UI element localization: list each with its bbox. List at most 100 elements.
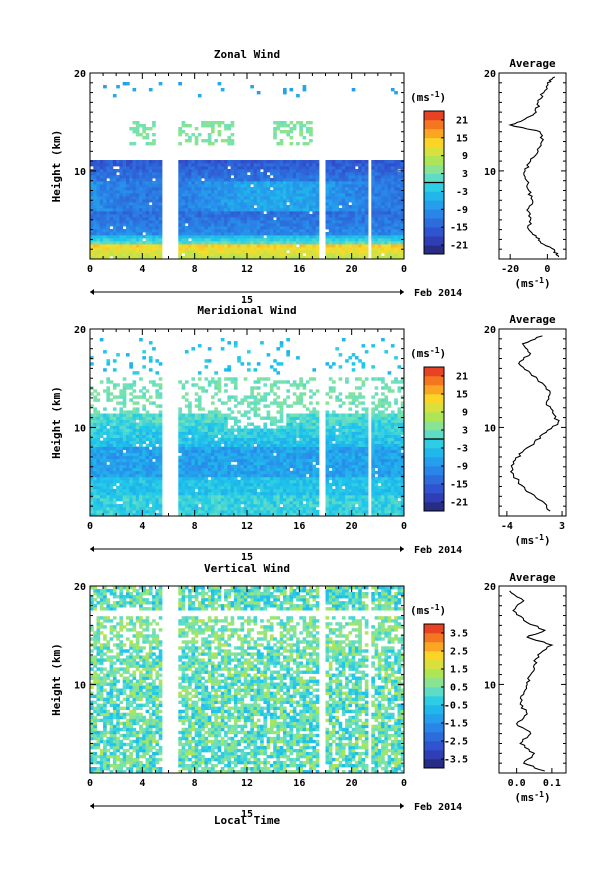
heatmap-cell bbox=[253, 166, 258, 170]
heatmap-cell bbox=[132, 479, 137, 484]
heatmap-cell bbox=[126, 184, 130, 188]
heatmap-cell bbox=[230, 410, 235, 414]
heatmap-cell bbox=[390, 229, 395, 233]
heatmap-cell bbox=[152, 238, 156, 242]
heatmap-cell bbox=[155, 359, 160, 363]
heatmap-cell bbox=[328, 187, 333, 191]
heatmap-cell bbox=[214, 160, 218, 164]
heatmap-cell bbox=[348, 256, 353, 260]
heatmap-cell bbox=[243, 220, 248, 224]
heatmap-cell bbox=[132, 208, 137, 212]
heatmap-cell bbox=[250, 244, 254, 248]
heatmap-cell bbox=[148, 341, 153, 345]
heatmap-cell bbox=[371, 169, 375, 173]
heatmap-cell bbox=[247, 199, 251, 203]
heatmap-cell bbox=[158, 214, 163, 218]
heatmap-cell bbox=[135, 407, 140, 411]
heatmap-cell bbox=[181, 461, 186, 466]
heatmap-cell bbox=[217, 190, 222, 194]
heatmap-cell bbox=[289, 241, 294, 245]
heatmap-cell bbox=[263, 181, 268, 185]
heatmap-cell bbox=[204, 458, 209, 463]
heatmap-cell bbox=[201, 467, 205, 472]
heatmap-cell bbox=[103, 229, 107, 233]
heatmap-cell bbox=[122, 491, 127, 496]
heatmap-cell bbox=[256, 434, 261, 439]
heatmap-cell bbox=[148, 190, 153, 194]
heatmap-cell bbox=[148, 187, 153, 191]
heatmap-cell bbox=[247, 247, 251, 251]
heatmap-cell bbox=[358, 247, 362, 251]
heatmap-cell bbox=[93, 163, 97, 167]
heatmap-cell bbox=[224, 250, 228, 254]
heatmap-cell bbox=[312, 187, 317, 191]
heatmap-cell bbox=[181, 178, 186, 182]
heatmap-cell bbox=[103, 199, 107, 203]
heatmap-cell bbox=[103, 211, 107, 215]
heatmap-cell bbox=[116, 479, 120, 484]
heatmap-cell bbox=[305, 187, 310, 191]
heatmap-cell bbox=[139, 419, 143, 423]
heatmap-cell bbox=[158, 416, 163, 420]
heatmap-cell bbox=[250, 497, 254, 502]
heatmap-cell bbox=[325, 226, 330, 230]
heatmap-cell bbox=[256, 226, 261, 230]
heatmap-cell bbox=[240, 184, 245, 188]
heatmap-cell bbox=[155, 461, 160, 466]
heatmap-cell bbox=[207, 199, 212, 203]
heatmap-cell bbox=[178, 196, 182, 200]
heatmap-cell bbox=[126, 353, 130, 357]
heatmap-cell bbox=[119, 422, 124, 426]
heatmap-cell bbox=[90, 431, 94, 435]
heatmap-cell bbox=[194, 142, 199, 146]
heatmap-cell bbox=[260, 226, 264, 230]
heatmap-cell bbox=[96, 229, 101, 233]
heatmap-cell bbox=[155, 235, 160, 239]
heatmap-cell bbox=[211, 434, 215, 439]
heatmap-cell bbox=[158, 169, 163, 173]
heatmap-cell bbox=[263, 163, 268, 167]
heatmap-cell bbox=[243, 217, 248, 221]
heatmap-cell bbox=[188, 202, 192, 206]
heatmap-cell bbox=[283, 229, 287, 233]
heatmap-cell bbox=[230, 208, 235, 212]
heatmap-cell bbox=[126, 470, 130, 475]
heatmap-cell bbox=[220, 467, 225, 472]
heatmap-cell bbox=[122, 166, 127, 170]
heatmap-cell bbox=[129, 226, 133, 230]
heatmap-cell bbox=[341, 214, 346, 218]
heatmap-cell bbox=[247, 256, 251, 260]
heatmap-cell bbox=[217, 184, 222, 188]
heatmap-cell bbox=[283, 196, 287, 200]
heatmap-cell bbox=[145, 199, 150, 203]
heatmap-cell bbox=[377, 181, 382, 185]
heatmap-cell bbox=[292, 178, 297, 182]
heatmap-cell bbox=[390, 163, 395, 167]
heatmap-cell bbox=[139, 510, 143, 514]
heatmap-cell bbox=[233, 214, 238, 218]
heatmap-cell bbox=[260, 214, 264, 218]
heatmap-cell bbox=[119, 223, 124, 227]
heatmap-cell bbox=[315, 244, 320, 248]
heatmap-cell bbox=[283, 130, 287, 134]
heatmap-cell bbox=[109, 437, 114, 442]
heatmap-cell bbox=[227, 416, 232, 420]
heatmap-cell bbox=[178, 235, 182, 239]
heatmap-cell bbox=[112, 467, 117, 472]
heatmap-cell bbox=[214, 416, 218, 420]
heatmap-cell bbox=[106, 434, 111, 439]
heatmap-cell bbox=[224, 127, 228, 131]
heatmap-cell bbox=[204, 244, 209, 248]
heatmap-cell bbox=[116, 229, 120, 233]
heatmap-cell bbox=[371, 184, 375, 188]
heatmap-cell bbox=[211, 416, 215, 420]
heatmap-cell bbox=[99, 211, 104, 215]
heatmap-cell bbox=[178, 446, 182, 451]
heatmap-cell bbox=[397, 211, 402, 215]
heatmap-cell bbox=[309, 184, 313, 188]
heatmap-cell bbox=[358, 187, 362, 191]
heatmap-cell bbox=[384, 184, 389, 188]
heatmap-cell bbox=[96, 413, 101, 417]
heatmap-cell bbox=[247, 491, 251, 496]
heatmap-cell bbox=[315, 232, 320, 236]
